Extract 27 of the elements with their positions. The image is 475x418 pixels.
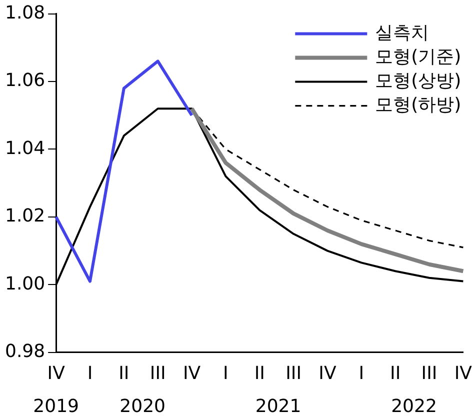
- text: 2019: [33, 396, 79, 417]
- x-tick-label: I: [87, 362, 93, 384]
- x-tick-label: I: [358, 362, 364, 384]
- x-tick-label: IV: [182, 362, 202, 384]
- text: 2021: [255, 396, 302, 417]
- x-tick-label: IV: [47, 362, 66, 384]
- x-tick-label: II: [118, 362, 130, 384]
- text: 2022: [391, 396, 437, 417]
- x-tick-label: III: [150, 362, 166, 384]
- x-tick-label: IV: [454, 362, 473, 384]
- x-tick-label: III: [421, 362, 438, 384]
- legend-label: 모형(기준): [375, 46, 462, 68]
- y-tick-label: 0.98: [5, 341, 46, 362]
- x-tick-label: III: [286, 362, 302, 384]
- y-tick-label: 1.06: [5, 70, 46, 92]
- y-tick-label: 1.02: [5, 206, 46, 227]
- x-tick-label: II: [390, 362, 401, 384]
- text: 2020: [120, 396, 166, 417]
- x-tick-label: II: [254, 362, 265, 384]
- legend-label: 모형(상방): [375, 70, 462, 92]
- legend-label: 실측치: [375, 22, 430, 44]
- legend-label: 모형(하방): [375, 94, 462, 116]
- y-tick-label: 1.00: [5, 273, 46, 294]
- y-tick-label: 1.04: [5, 138, 46, 159]
- y-tick-label: 1.08: [5, 2, 46, 24]
- x-tick-label: I: [223, 362, 228, 384]
- x-tick-label: IV: [318, 362, 337, 384]
